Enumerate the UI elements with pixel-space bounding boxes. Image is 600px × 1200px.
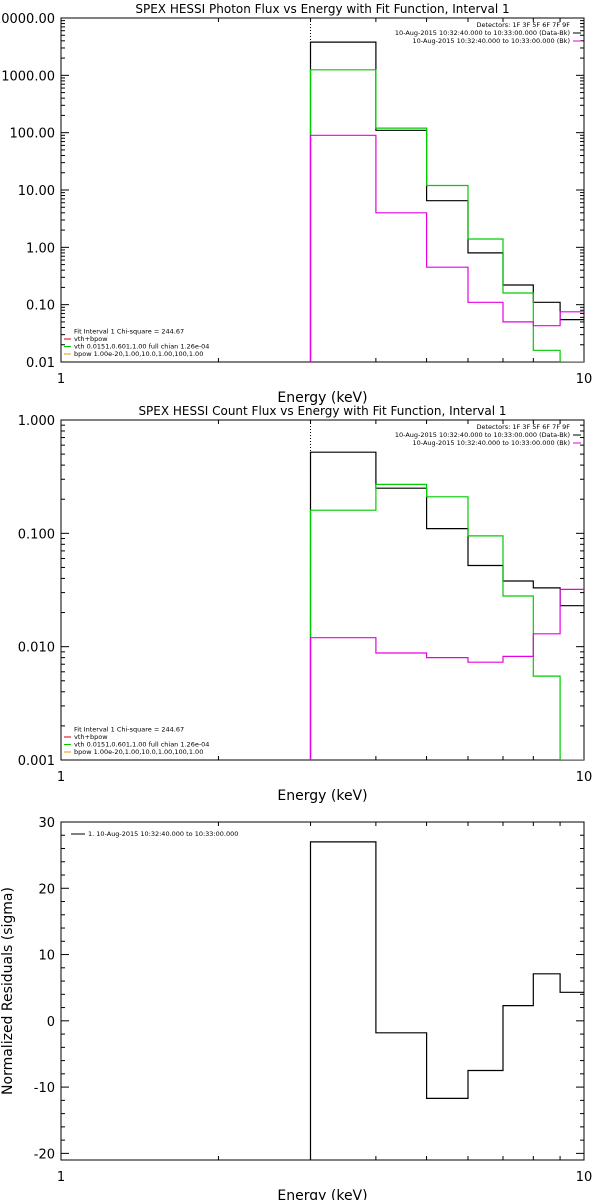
- y-tick-label: 100.00: [10, 127, 56, 142]
- legend-entry: vth 0.0151,0.601,1.00 full chian 1.26e-0…: [74, 741, 209, 749]
- legend-entry: Detectors: 1F 3F 5F 6F 7F 9F: [476, 423, 570, 431]
- x-tick-label: 10: [576, 372, 593, 387]
- y-tick-label: 0.010: [18, 641, 55, 656]
- chart-panel-2: SPEX HESSI Count Flux vs Energy with Fit…: [18, 404, 592, 804]
- chart-panel-1: SPEX HESSI Photon Flux vs Energy with Fi…: [0, 2, 592, 406]
- legend-entry: 1. 10-Aug-2015 10:32:40.000 to 10:33:00.…: [88, 830, 238, 838]
- series-2-histogram: [309, 69, 584, 362]
- plot-frame: [60, 419, 585, 761]
- data-layer: [309, 18, 584, 362]
- x-tick-label: 10: [576, 1170, 593, 1185]
- series-1-histogram: [309, 41, 584, 362]
- y-tick-label: -20: [34, 1147, 55, 1162]
- legend-entry: 10-Aug-2015 10:32:40.000 to 10:33:00.000…: [413, 439, 570, 447]
- y-tick-label: 0: [47, 1015, 55, 1030]
- series-2-histogram: [309, 483, 584, 760]
- legend-entry: bpow 1.00e-20,1.00,10.0,1.00,100,1.00: [74, 748, 203, 756]
- series-1-histogram: [309, 451, 584, 760]
- y-tick-label: 20: [38, 882, 55, 897]
- y-tick-label: 1.000: [18, 414, 55, 429]
- x-tick-label: 1: [57, 770, 65, 785]
- y-tick-label: 1.00: [26, 241, 55, 256]
- legend-entry: bpow 1.00e-20,1.00,10.0,1.00,100,1.00: [74, 350, 203, 358]
- x-axis-label: Energy (keV): [277, 390, 367, 406]
- legend-entry: Fit Interval 1 Chi-square = 244.67: [74, 328, 184, 336]
- y-tick-label: 0.01: [26, 356, 55, 371]
- legend-entry: 10-Aug-2015 10:32:40.000 to 10:33:00.000…: [413, 37, 570, 45]
- chart-title: SPEX HESSI Photon Flux vs Energy with Fi…: [135, 2, 509, 16]
- legend-entry: vth+bpow: [74, 335, 108, 343]
- legend-entry: vth+bpow: [74, 733, 108, 741]
- y-tick-label: 10000.00: [0, 12, 55, 27]
- y-tick-label: 10.00: [18, 184, 55, 199]
- y-axis-label: Normalized Residuals (sigma): [0, 887, 16, 1095]
- series-3-histogram: [309, 588, 584, 760]
- legend-entry: 10-Aug-2015 10:32:40.000 to 10:33:00.000…: [395, 431, 570, 439]
- x-tick-label: 10: [576, 770, 593, 785]
- y-tick-label: 10: [38, 949, 55, 964]
- data-layer: [309, 420, 584, 760]
- legend-entry: Fit Interval 1 Chi-square = 244.67: [74, 726, 184, 734]
- chart-panel-3: -20 -10 0 10 20 30 1 10 Energy (keV) Normalized R…: [0, 816, 592, 1200]
- plot-frame: [60, 821, 585, 1161]
- x-axis-label: Energy (keV): [277, 1188, 367, 1200]
- chart-title: SPEX HESSI Count Flux vs Energy with Fit…: [138, 404, 506, 418]
- y-tick-label: 0.001: [18, 754, 55, 769]
- y-tick-label: 0.10: [26, 299, 55, 314]
- y-tick-label: 1000.00: [1, 69, 55, 84]
- x-tick-label: 1: [57, 372, 65, 387]
- data-layer: [309, 841, 584, 1160]
- series-1-histogram: [309, 841, 584, 1160]
- y-tick-label: 0.100: [18, 527, 55, 542]
- x-axis-label: Energy (keV): [277, 788, 367, 804]
- y-tick-label: 30: [38, 816, 55, 831]
- legend-entry: Detectors: 1F 3F 5F 6F 7F 9F: [476, 21, 570, 29]
- legend-entry: 10-Aug-2015 10:32:40.000 to 10:33:00.000…: [395, 29, 570, 37]
- y-tick-label: -10: [34, 1081, 55, 1096]
- series-3-histogram: [309, 134, 584, 362]
- x-tick-label: 1: [57, 1170, 65, 1185]
- legend-entry: vth 0.0151,0.601,1.00 full chian 1.26e-0…: [74, 343, 209, 351]
